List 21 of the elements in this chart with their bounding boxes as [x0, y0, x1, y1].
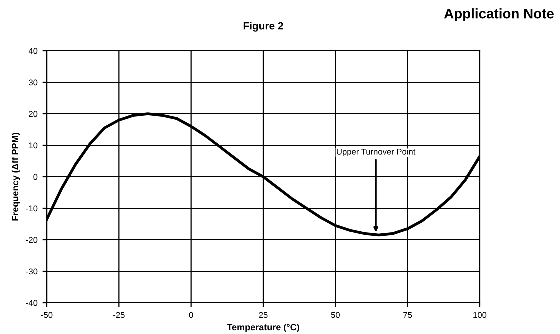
x-tick-label: -25: [114, 312, 125, 318]
y-tick-label: 20: [29, 111, 38, 118]
y-tick-label: -20: [26, 237, 38, 244]
y-tick-label: -40: [26, 300, 38, 306]
text: Application Note: [444, 8, 554, 22]
x-axis-title: Temperature (°C): [227, 324, 300, 332]
y-tick-label: -30: [26, 268, 38, 275]
y-tick-label: 10: [29, 142, 38, 149]
y-tick-label: 0: [34, 174, 38, 180]
y-tick-label: 30: [29, 80, 38, 86]
x-tick-label: 0: [189, 312, 194, 318]
x-tick-label: -50: [41, 312, 53, 318]
x-tick-label: 25: [259, 312, 268, 318]
y-tick-label: -10: [26, 206, 38, 212]
y-tick-label: 40: [28, 48, 38, 54]
x-tick-label: 75: [404, 312, 412, 318]
chart-title: Figure 2: [244, 22, 284, 32]
x-tick-label: 50: [331, 312, 340, 318]
annotation: Upper Turnover Point: [337, 148, 416, 157]
x-tick-label: 100: [474, 312, 487, 318]
y-axis-title: Frequency (Δff PPM): [12, 133, 20, 221]
